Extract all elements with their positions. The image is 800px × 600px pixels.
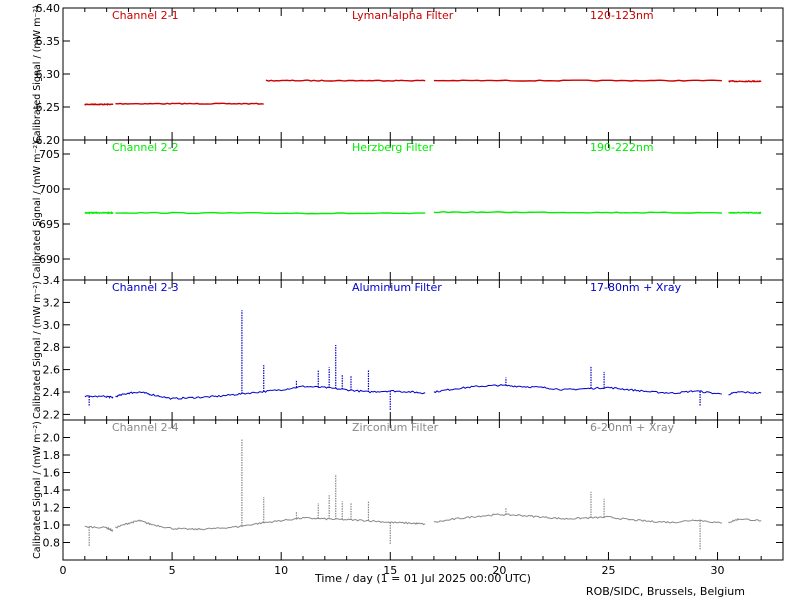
band-label: 6-20nm + Xray — [590, 421, 675, 434]
y-tick-label: 6.20 — [36, 134, 61, 147]
y-tick-label: 1.2 — [43, 502, 61, 515]
y-axis-label: Calibrated Signal / (mW m⁻²) — [32, 5, 43, 143]
x-tick-label: 30 — [711, 564, 725, 577]
data-segment — [728, 211, 762, 215]
data-series — [84, 210, 762, 215]
x-tick-label: 10 — [274, 564, 288, 577]
x-tick-label: 15 — [383, 564, 397, 577]
data-segment — [433, 210, 722, 214]
y-axis-label: Calibrated Signal / (mW m⁻²) — [32, 281, 43, 419]
panel-frame — [62, 7, 784, 141]
channel-label: Channel 2-2 — [112, 141, 179, 154]
data-segment — [433, 79, 722, 82]
y-tick-label: 6.25 — [36, 101, 61, 114]
data-segment — [115, 102, 264, 105]
y-tick-label: 1.6 — [43, 467, 61, 480]
y-tick-label: 6.30 — [36, 68, 61, 81]
band-label: 17-80nm + Xray — [590, 281, 682, 294]
filter-label: Zirconium Filter — [352, 421, 439, 434]
chart-panel-4: 0.8 1.0 1.2 1.4 1.6 1.8 2.0 0 5 10 15 20 25 30 Calibra… — [32, 419, 784, 577]
y-tick-label: 1.4 — [43, 484, 61, 497]
data-line — [728, 391, 762, 396]
filter-label: Aluminium Filter — [352, 281, 442, 294]
y-tick-label: 690 — [39, 253, 60, 266]
x-tick-label: 20 — [492, 564, 506, 577]
data-segment — [84, 211, 114, 215]
x-axis-label: Time / day (1 = 01 Jul 2025 00:00 UTC) — [314, 572, 531, 585]
channel-label: Channel 2-4 — [112, 421, 179, 434]
data-line — [84, 395, 114, 399]
x-tick-label: 25 — [601, 564, 615, 577]
data-segment — [265, 79, 426, 82]
data-line — [433, 513, 723, 524]
y-tick-label: 3.2 — [43, 296, 61, 309]
y-tick-label: 2.0 — [43, 432, 61, 445]
data-series — [84, 439, 762, 550]
band-label: 120-123nm — [590, 9, 654, 22]
x-tick-label: 0 — [60, 564, 67, 577]
y-tick-label: 695 — [39, 218, 60, 231]
y-axis-label: Calibrated Signal / (mW m⁻²) — [32, 141, 43, 279]
data-line — [115, 516, 426, 531]
data-line — [728, 518, 762, 524]
y-tick-label: 2.8 — [43, 341, 61, 354]
y-tick-label: 0.8 — [43, 537, 61, 550]
x-tick-label: 5 — [169, 564, 176, 577]
y-tick-label: 1.0 — [43, 519, 61, 532]
y-tick-label: 1.8 — [43, 449, 61, 462]
y-tick-label: 2.2 — [43, 408, 61, 421]
data-line — [433, 384, 723, 395]
y-axis-label: Calibrated Signal / (mW m⁻²) — [32, 421, 43, 559]
y-tick-label: 6.35 — [36, 35, 61, 48]
data-segment — [728, 79, 762, 83]
band-label: 190-222nm — [590, 141, 654, 154]
y-tick-label: 6.40 — [36, 2, 61, 15]
panel-frame — [62, 139, 784, 281]
channel-label: Channel 2-1 — [112, 9, 179, 22]
y-tick-label: 3.4 — [43, 274, 61, 287]
data-line — [115, 385, 426, 400]
data-segment — [84, 102, 114, 106]
data-line — [84, 525, 114, 532]
data-series — [84, 310, 762, 410]
credit-label: ROB/SIDC, Brussels, Belgium — [586, 585, 745, 598]
y-tick-label: 2.4 — [43, 386, 61, 399]
panel-frame — [62, 419, 784, 561]
channel-label: Channel 2-3 — [112, 281, 179, 294]
data-segment — [115, 211, 426, 215]
y-tick-label: 705 — [39, 148, 60, 161]
filter-label: Herzberg Filter — [352, 141, 434, 154]
data-series — [84, 79, 762, 106]
filter-label: Lyman-alpha Filter — [352, 9, 454, 22]
y-tick-label: 700 — [39, 183, 60, 196]
y-tick-label: 2.6 — [43, 364, 61, 377]
y-tick-label: 3.0 — [43, 319, 61, 332]
